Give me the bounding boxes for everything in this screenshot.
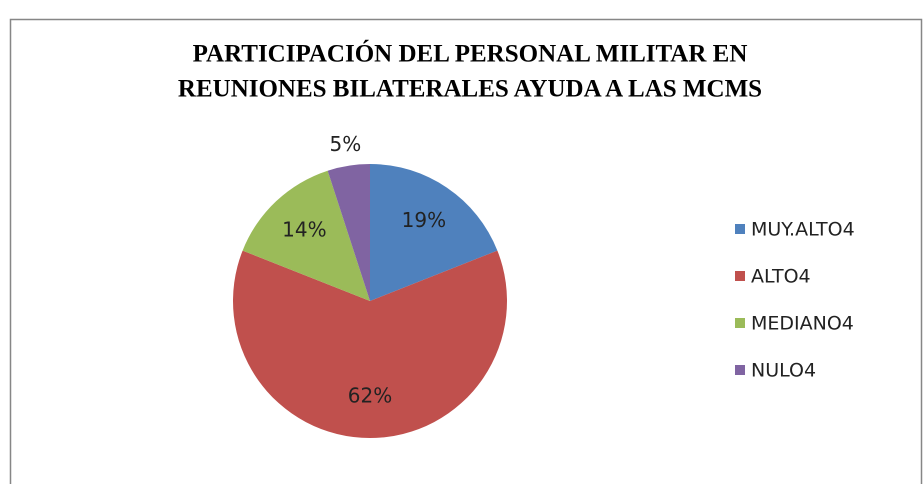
data-label: 19% — [402, 208, 446, 232]
data-label: 5% — [329, 132, 361, 156]
legend-swatch — [735, 224, 745, 234]
legend-label: MEDIANO4 — [751, 313, 854, 335]
pie-slice — [242, 170, 370, 301]
pie-slice — [370, 164, 498, 301]
legend-swatch — [735, 365, 745, 375]
pie-slice — [232, 250, 507, 439]
chart-title: PARTICIPACIÓN DEL PERSONAL MILITAR EN — [193, 40, 748, 68]
pie-slice — [327, 164, 370, 301]
data-label: 14% — [282, 218, 326, 242]
legend-swatch — [735, 318, 745, 328]
data-label: 62% — [348, 383, 392, 407]
chart-title: REUNIONES BILATERALES AYUDA A LAS MCMS — [178, 76, 762, 103]
legend-label: NULO4 — [751, 360, 816, 382]
legend-swatch — [735, 271, 745, 281]
legend-label: ALTO4 — [751, 266, 811, 288]
legend-label: MUY.ALTO4 — [751, 219, 855, 241]
